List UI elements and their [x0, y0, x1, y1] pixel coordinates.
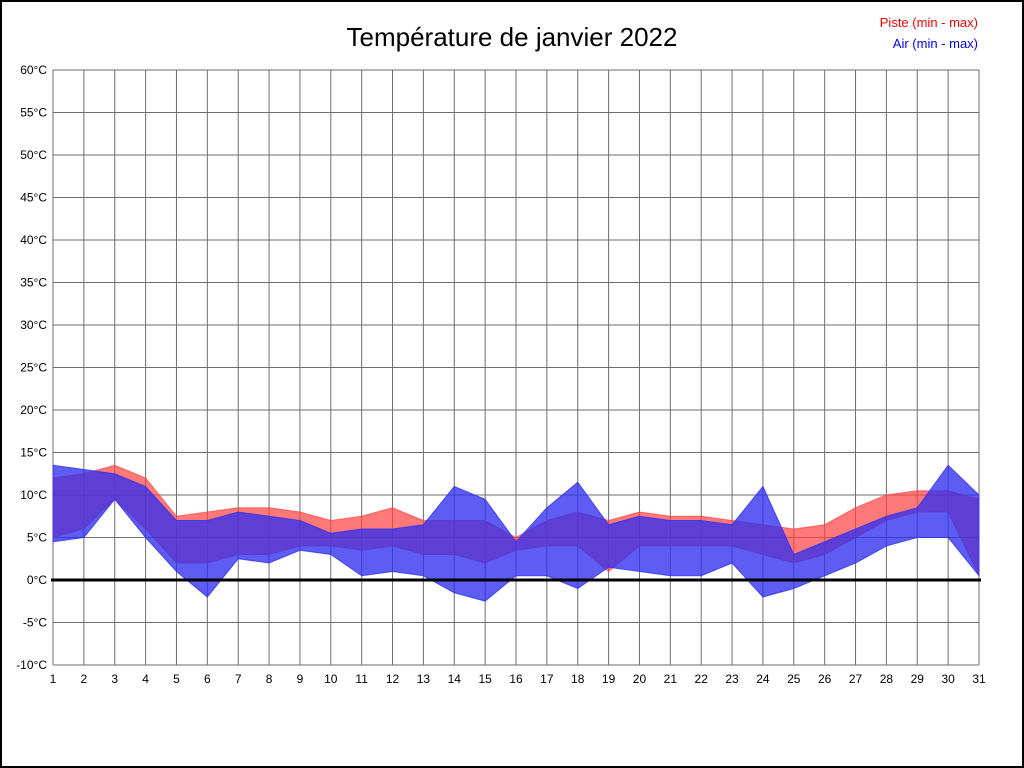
y-tick-label: 45°C [20, 191, 47, 205]
y-tick-label: -5°C [23, 616, 47, 630]
x-tick-label: 25 [787, 672, 801, 686]
y-tick-label: 0°C [27, 573, 47, 587]
x-tick-label: 26 [818, 672, 832, 686]
x-tick-label: 17 [540, 672, 554, 686]
y-tick-label: 25°C [20, 361, 47, 375]
y-tick-label: -10°C [16, 658, 47, 672]
x-tick-label: 29 [911, 672, 925, 686]
y-tick-label: 30°C [20, 318, 47, 332]
x-tick-label: 20 [633, 672, 647, 686]
x-tick-label: 1 [50, 672, 57, 686]
x-tick-label: 7 [235, 672, 242, 686]
x-tick-label: 5 [173, 672, 180, 686]
x-tick-label: 12 [386, 672, 400, 686]
x-tick-label: 27 [849, 672, 863, 686]
band-air [52, 464, 980, 602]
x-tick-label: 30 [941, 672, 955, 686]
y-tick-label: 20°C [20, 403, 47, 417]
legend: Piste (min - max) Air (min - max) [880, 12, 978, 54]
x-tick-label: 11 [355, 672, 368, 686]
x-tick-label: 6 [204, 672, 211, 686]
x-tick-label: 16 [509, 672, 523, 686]
y-tick-label: 60°C [20, 63, 47, 77]
x-tick-label: 21 [664, 672, 678, 686]
y-tick-label: 40°C [20, 233, 47, 247]
x-tick-label: 2 [81, 672, 88, 686]
x-tick-label: 10 [324, 672, 338, 686]
x-tick-label: 8 [266, 672, 273, 686]
x-tick-label: 28 [880, 672, 894, 686]
x-tick-label: 15 [478, 672, 492, 686]
x-tick-label: 19 [602, 672, 616, 686]
x-tick-label: 3 [111, 672, 118, 686]
x-tick-label: 9 [297, 672, 304, 686]
x-tick-label: 4 [142, 672, 149, 686]
y-tick-label: 10°C [20, 488, 47, 502]
x-tick-label: 24 [756, 672, 770, 686]
x-tick-label: 14 [448, 672, 462, 686]
chart-title: Température de janvier 2022 [346, 22, 678, 52]
y-tick-label: 50°C [20, 148, 47, 162]
y-tick-label: 5°C [27, 531, 47, 545]
y-tick-label: 35°C [20, 276, 47, 290]
x-tick-label: 31 [972, 672, 986, 686]
legend-item-piste: Piste (min - max) [879, 15, 978, 30]
y-tick-label: 55°C [20, 106, 47, 120]
x-tick-label: 13 [417, 672, 431, 686]
x-tick-label: 23 [725, 672, 739, 686]
x-tick-label: 18 [571, 672, 585, 686]
y-tick-label: 15°C [20, 446, 47, 460]
legend-item-air: Air (min - max) [892, 36, 978, 51]
x-tick-label: 22 [695, 672, 709, 686]
